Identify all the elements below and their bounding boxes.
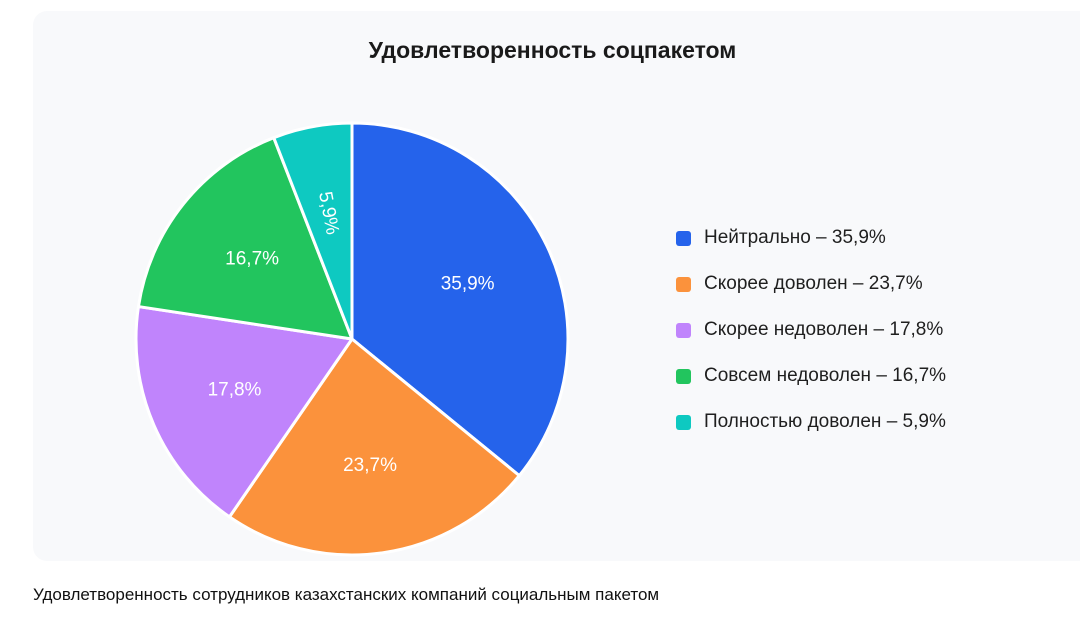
figure-caption: Удовлетворенность сотрудников казахстанс… xyxy=(33,585,660,604)
legend-item-neutral[interactable]: Нейтрально – 35,9% xyxy=(676,215,946,261)
legend-swatch xyxy=(676,276,691,292)
legend-item-rather-dissatisfied[interactable]: Скорее недоволен – 17,8% xyxy=(676,307,946,353)
legend-label: Нейтрально – 35,9% xyxy=(704,227,886,248)
legend-label: Полностью доволен – 5,9% xyxy=(704,411,946,432)
legend-label: Скорее доволен – 23,7% xyxy=(704,273,923,294)
legend-item-fully-satisfied[interactable]: Полностью доволен – 5,9% xyxy=(676,399,946,445)
pie-slice-neutral[interactable] xyxy=(350,121,570,478)
chart-legend: Нейтрально – 35,9% Скорее доволен – 23,7%… xyxy=(676,215,946,445)
pie-slice-rather-dissatisfied[interactable] xyxy=(134,305,354,519)
legend-item-very-dissatisfied[interactable]: Совсем недоволен – 16,7% xyxy=(676,353,946,399)
legend-swatch xyxy=(676,414,691,430)
data-label-very-dissatisfied: 16,7% xyxy=(225,248,279,269)
data-label-rather-dissatisfied: 17,8% xyxy=(208,379,262,400)
legend-label: Скорее недоволен – 17,8% xyxy=(704,319,944,340)
pie-slice-very-dissatisfied[interactable] xyxy=(136,136,354,341)
legend-item-rather-satisfied[interactable]: Скорее доволен – 23,7% xyxy=(676,261,946,307)
chart-title: Удовлетворенность соцпакетом xyxy=(368,37,737,63)
data-label-neutral: 35,9% xyxy=(441,274,495,295)
legend-swatch xyxy=(676,322,691,338)
legend-swatch xyxy=(676,368,691,384)
data-label-rather-satisfied: 23,7% xyxy=(343,455,397,476)
pie-slice-fully-satisfied[interactable] xyxy=(272,121,354,341)
legend-label: Совсем недоволен – 16,7% xyxy=(704,365,947,386)
legend-swatch xyxy=(676,230,691,246)
pie-slice-rather-satisfied[interactable] xyxy=(227,337,521,557)
